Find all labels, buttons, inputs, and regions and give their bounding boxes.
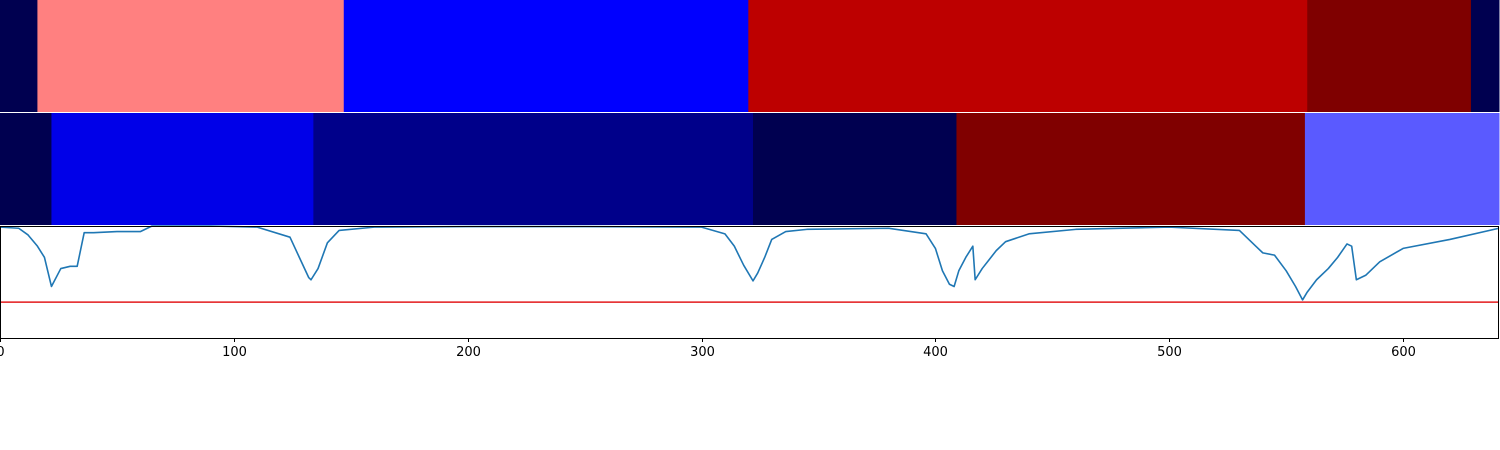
x-tick-label-500: 500 xyxy=(1157,345,1182,360)
x-tick-label-100: 100 xyxy=(222,345,247,360)
x-tick-label-200: 200 xyxy=(456,345,481,360)
x-tick-label-0: 0 xyxy=(0,345,5,360)
line-panel-background xyxy=(0,226,1499,338)
heatmap-2-segment-4 xyxy=(753,113,957,225)
heatmap-1-segment-2 xyxy=(37,0,345,112)
line-panel-frame xyxy=(0,226,1499,339)
x-tick-label-600: 600 xyxy=(1391,345,1416,360)
heatmap-2-segment-1 xyxy=(0,113,52,225)
line-panel xyxy=(0,225,1500,339)
heatmap-1-segment-4 xyxy=(748,0,1308,112)
heatmap-2-segment-5 xyxy=(956,113,1306,225)
heatmap-2-segment-3 xyxy=(313,113,754,225)
heatmap-panel-2 xyxy=(0,113,1500,225)
series-line xyxy=(0,225,1500,301)
heatmap-2-segment-2 xyxy=(51,113,314,225)
heatmap-panel-1 xyxy=(0,0,1500,112)
heatmap-1-segment-6 xyxy=(1470,0,1500,112)
heatmap-1-segment-3 xyxy=(343,0,749,112)
x-axis: 0 100 200 300 400 500 600 xyxy=(0,338,1416,360)
heatmap-1-segment-1 xyxy=(0,0,38,112)
heatmap-2-segment-6 xyxy=(1304,113,1500,225)
x-tick-label-400: 400 xyxy=(923,345,948,360)
x-tick-label-300: 300 xyxy=(690,345,715,360)
heatmap-1-segment-5 xyxy=(1307,0,1472,112)
